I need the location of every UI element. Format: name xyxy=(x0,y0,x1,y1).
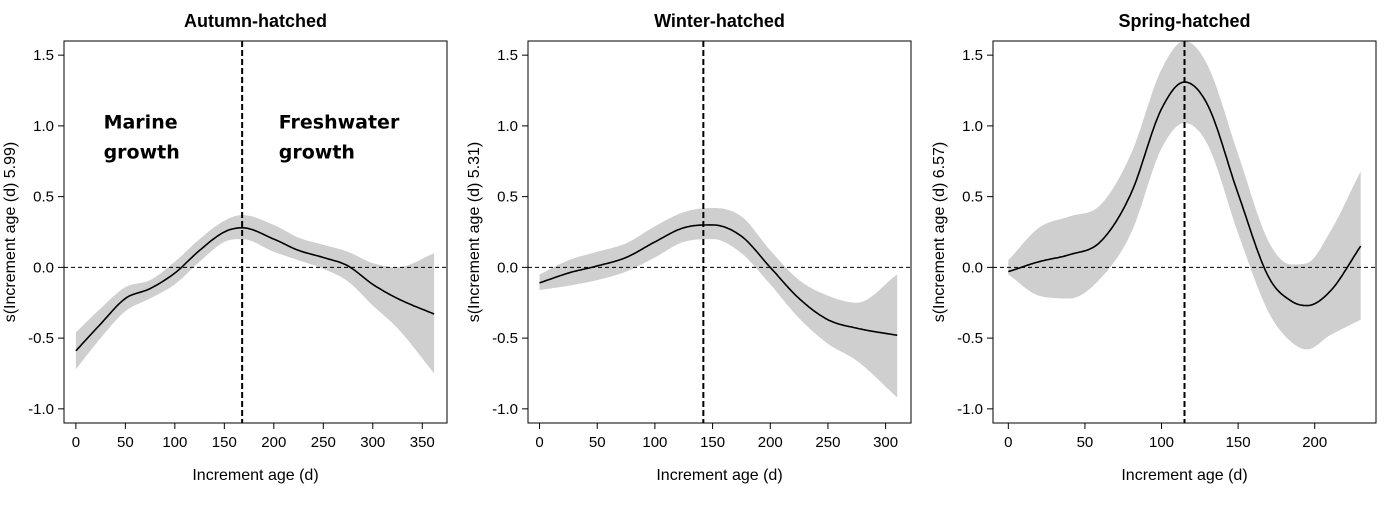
x-tick-label: 150 xyxy=(1226,434,1251,451)
x-tick-label: 150 xyxy=(212,434,237,451)
panel-3: Spring-hatched 0 50 100 150 200 -1.0 -0.5 0.0 0.5… xyxy=(931,11,1377,484)
panel-2: Winter-hatched 0 50 100 150 200 250 300 -1.0 -0.5… xyxy=(466,11,912,484)
annotation-line: Marine xyxy=(104,112,178,134)
panel-title: Winter-hatched xyxy=(654,11,785,31)
x-tick-label: 0 xyxy=(535,434,543,451)
plot-frame xyxy=(63,40,448,424)
x-tick-label: 0 xyxy=(1004,434,1012,451)
y-axis-title: s(Increment age (d) 5.99) xyxy=(2,142,19,323)
y-tick-label: 1.0 xyxy=(962,118,983,135)
y-tick-label: 0.5 xyxy=(962,189,983,206)
annotation-line: Freshwater xyxy=(279,112,400,134)
x-tick-label: 150 xyxy=(700,434,725,451)
annotation-line: growth xyxy=(104,142,180,164)
x-tick-label: 300 xyxy=(360,434,385,451)
panel-1: Autumn-hatched 0 50 100 150 200 250 300 350 -1.0 -… xyxy=(2,11,448,484)
y-tick-label: 0.0 xyxy=(497,259,518,276)
x-tick-label: 100 xyxy=(162,434,187,451)
smooth-line xyxy=(75,227,435,352)
annotation: Freshwater growth xyxy=(279,112,400,164)
confidence-band xyxy=(1008,41,1361,350)
x-tick-label: 100 xyxy=(642,434,667,451)
x-tick-label: 50 xyxy=(589,434,606,451)
y-tick-label: 0.5 xyxy=(497,189,518,206)
x-tick-label: 50 xyxy=(117,434,134,451)
y-tick-label: 1.0 xyxy=(33,118,54,135)
x-tick-label: 200 xyxy=(261,434,286,451)
annotation-line: growth xyxy=(279,142,355,164)
y-tick-label: -0.5 xyxy=(28,330,54,347)
plot-frame xyxy=(992,40,1377,424)
y-tick-label: 1.5 xyxy=(962,47,983,64)
x-tick-label: 0 xyxy=(72,434,80,451)
smooth-line xyxy=(539,224,898,337)
x-tick-label: 350 xyxy=(410,434,435,451)
x-tick-label: 50 xyxy=(1077,434,1094,451)
y-tick-label: -0.5 xyxy=(492,330,518,347)
panel-title: Autumn-hatched xyxy=(184,11,327,31)
x-tick-label: 100 xyxy=(1149,434,1174,451)
confidence-band xyxy=(539,207,898,398)
y-tick-label: 1.5 xyxy=(497,47,518,64)
x-tick-label: 300 xyxy=(873,434,898,451)
y-tick-label: -1.0 xyxy=(957,401,983,418)
annotation: Marine growth xyxy=(104,112,180,164)
y-tick-label: 1.0 xyxy=(497,118,518,135)
panel-title: Spring-hatched xyxy=(1118,11,1250,31)
x-axis-title: Increment age (d) xyxy=(1121,467,1247,484)
x-tick-label: 250 xyxy=(815,434,840,451)
x-tick-label: 200 xyxy=(1302,434,1327,451)
plot-frame xyxy=(527,40,912,424)
y-tick-label: 0.0 xyxy=(33,259,54,276)
x-axis-title: Increment age (d) xyxy=(192,467,318,484)
x-tick-label: 200 xyxy=(758,434,783,451)
smooth-line xyxy=(1008,81,1362,307)
y-tick-label: 1.5 xyxy=(33,47,54,64)
y-axis-title: s(Increment age (d) 5.31) xyxy=(466,142,483,323)
confidence-band xyxy=(75,215,435,374)
y-tick-label: 0.0 xyxy=(962,259,983,276)
x-axis-title: Increment age (d) xyxy=(656,467,782,484)
y-axis-title: s(Increment age (d) 6.57) xyxy=(931,142,948,323)
y-tick-label: -1.0 xyxy=(28,401,54,418)
x-tick-label: 250 xyxy=(311,434,336,451)
y-tick-label: 0.5 xyxy=(33,189,54,206)
y-tick-label: -1.0 xyxy=(492,401,518,418)
y-tick-label: -0.5 xyxy=(957,330,983,347)
